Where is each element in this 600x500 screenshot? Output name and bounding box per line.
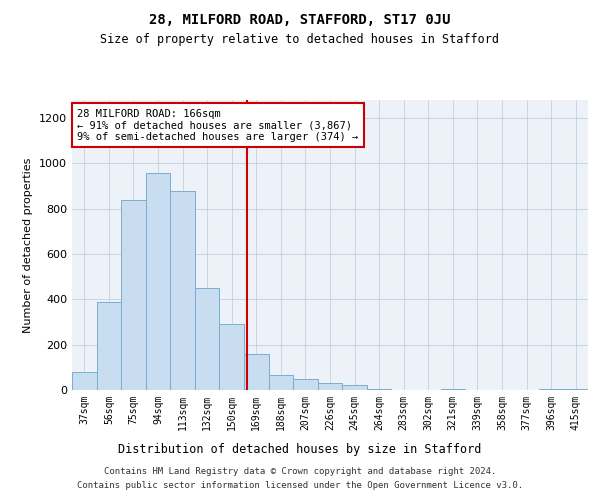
Bar [563, 389, 588, 390]
Bar [539, 389, 563, 390]
Bar [170, 190, 195, 390]
Bar [121, 200, 146, 390]
Bar [244, 354, 269, 390]
Bar [97, 302, 121, 390]
Bar [220, 324, 244, 390]
Bar [146, 172, 170, 390]
Text: Distribution of detached houses by size in Stafford: Distribution of detached houses by size … [118, 442, 482, 456]
Text: Contains public sector information licensed under the Open Government Licence v3: Contains public sector information licen… [77, 481, 523, 490]
Bar [195, 288, 220, 390]
Bar [269, 376, 293, 390]
Text: 28, MILFORD ROAD, STAFFORD, ST17 0JU: 28, MILFORD ROAD, STAFFORD, ST17 0JU [149, 12, 451, 26]
Text: 28 MILFORD ROAD: 166sqm
← 91% of detached houses are smaller (3,867)
9% of semi-: 28 MILFORD ROAD: 166sqm ← 91% of detache… [77, 108, 358, 142]
Bar [342, 386, 367, 390]
Bar [293, 378, 318, 390]
Text: Contains HM Land Registry data © Crown copyright and database right 2024.: Contains HM Land Registry data © Crown c… [104, 468, 496, 476]
Bar [72, 372, 97, 390]
Y-axis label: Number of detached properties: Number of detached properties [23, 158, 34, 332]
Bar [318, 383, 342, 390]
Text: Size of property relative to detached houses in Stafford: Size of property relative to detached ho… [101, 32, 499, 46]
Bar [367, 389, 391, 390]
Bar [440, 389, 465, 390]
